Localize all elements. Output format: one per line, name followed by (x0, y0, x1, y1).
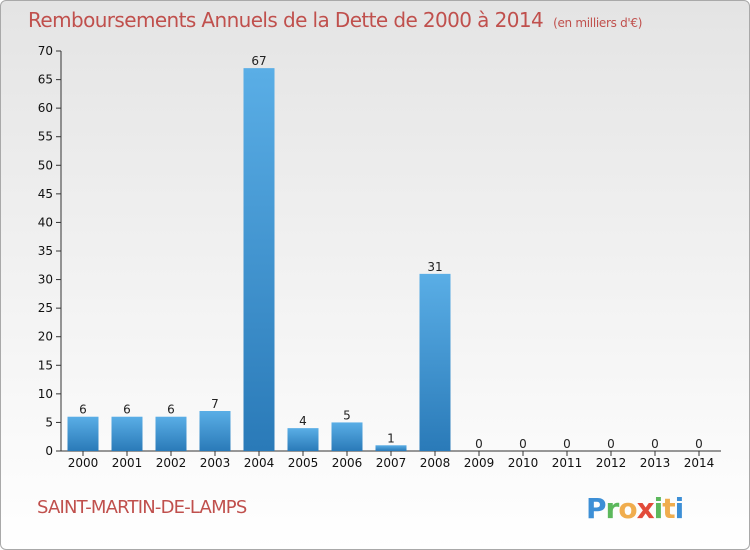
y-tick-label: 0 (45, 444, 53, 458)
x-tick-label: 2005 (288, 456, 319, 470)
x-tick-label: 2010 (508, 456, 539, 470)
y-tick-label: 35 (38, 244, 53, 258)
y-tick-label: 40 (38, 215, 53, 229)
data-label: 1 (387, 431, 395, 445)
bar (243, 68, 275, 452)
x-tick-label: 2003 (200, 456, 231, 470)
data-label: 7 (211, 397, 219, 411)
y-tick-label: 65 (38, 73, 53, 87)
data-label: 0 (519, 437, 527, 451)
y-tick-label: 10 (38, 387, 53, 401)
x-tick-label: 2006 (332, 456, 363, 470)
bar (375, 445, 407, 451)
y-tick-label: 50 (38, 158, 53, 172)
data-label: 4 (299, 414, 307, 428)
commune-name: SAINT-MARTIN-DE-LAMPS (37, 497, 247, 518)
svg-text:Proxiti: Proxiti (586, 492, 683, 525)
bar (199, 411, 231, 451)
data-label: 0 (695, 437, 703, 451)
data-label: 0 (563, 437, 571, 451)
bar (67, 416, 99, 451)
x-tick-label: 2009 (464, 456, 495, 470)
bar (419, 273, 451, 451)
bar (331, 422, 363, 451)
y-tick-label: 60 (38, 101, 53, 115)
data-label: 31 (427, 260, 442, 274)
x-tick-label: 2000 (68, 456, 99, 470)
x-tick-label: 2014 (684, 456, 715, 470)
y-tick-label: 15 (38, 358, 53, 372)
x-tick-label: 2011 (552, 456, 583, 470)
x-tick-label: 2008 (420, 456, 451, 470)
bar (155, 416, 187, 451)
y-tick-label: 70 (38, 44, 53, 58)
x-tick-label: 2012 (596, 456, 627, 470)
data-label: 6 (123, 403, 131, 417)
y-tick-label: 45 (38, 187, 53, 201)
x-tick-label: 2007 (376, 456, 407, 470)
data-label: 0 (607, 437, 615, 451)
chart-subtitle: (en milliers d'€) (553, 16, 643, 30)
y-tick-label: 5 (45, 415, 53, 429)
x-tick-label: 2001 (112, 456, 143, 470)
data-label: 6 (79, 403, 87, 417)
data-label: 67 (251, 54, 266, 68)
x-tick-label: 2004 (244, 456, 275, 470)
data-label: 6 (167, 403, 175, 417)
chart-title: Remboursements Annuels de la Dette de 20… (28, 8, 642, 32)
data-label: 0 (475, 437, 483, 451)
bar (287, 428, 319, 451)
y-tick-label: 55 (38, 130, 53, 144)
y-tick-label: 20 (38, 330, 53, 344)
chart-title-text: Remboursements Annuels de la Dette de 20… (28, 8, 544, 32)
x-tick-label: 2013 (640, 456, 671, 470)
bar (111, 416, 143, 451)
y-tick-label: 25 (38, 301, 53, 315)
data-label: 0 (651, 437, 659, 451)
x-tick-label: 2002 (156, 456, 187, 470)
y-tick-label: 30 (38, 273, 53, 287)
proxiti-logo: Proxiti (586, 492, 684, 525)
data-label: 5 (343, 408, 351, 422)
